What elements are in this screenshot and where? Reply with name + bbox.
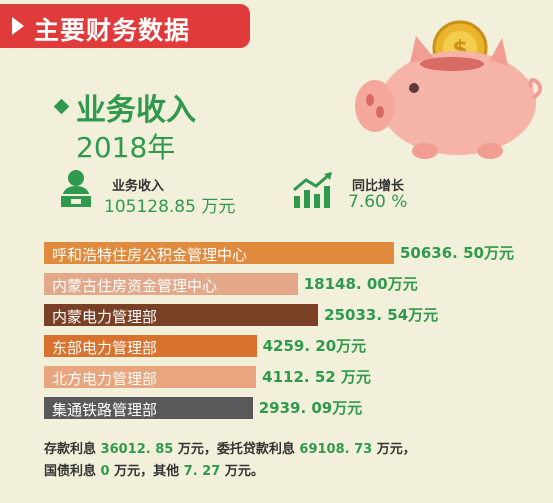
footer-text: 万元，委托贷款利息 [177,442,295,457]
bar-value-label: 4112. 52 万元 [262,368,371,386]
footer-number: 36012. 85 [100,442,174,457]
footer-text: 存款利息 [44,442,97,457]
bar-value-label: 25033. 54万元 [324,306,439,324]
section-header: 主要财务数据 [0,4,250,48]
footer-number: 7. 27 [183,464,221,479]
chart-bar: 内蒙电力管理部 [44,304,319,326]
chart-bar: 东部电力管理部 [44,335,257,357]
chart-bar: 北方电力管理部 [44,366,257,388]
growth-value: 7.60 % [348,192,408,212]
diamond-icon [53,98,70,115]
growth-chart-icon [293,172,332,208]
chart-bar: 呼和浩特住房公积金管理中心 [44,242,394,264]
bar-value-label: 50636. 50万元 [400,244,514,262]
chart-bar: 集通铁路管理部 [44,397,253,419]
footer-number: 0 [100,464,110,479]
footer-text: 国债利息 [44,464,97,479]
income-value: 105128.85 万元 [104,197,236,217]
person-laptop-icon [59,170,93,209]
piggy-bank-icon: $ [355,20,543,159]
bar-category-label: 呼和浩特住房公积金管理中心 [52,246,248,264]
footer-text: 万元。 [224,464,264,479]
bar-value-label: 18148. 00万元 [303,275,418,293]
footer-line-1: 存款利息 36012. 85 万元，委托贷款利息 69108. 73 万元， [44,438,416,457]
footer-number: 69108. 73 [299,442,373,457]
header-title: 主要财务数据 [34,16,191,45]
bar-category-label: 集通铁路管理部 [52,401,158,419]
income-label: 业务收入 [112,179,165,194]
footer-text: 万元，其他 [114,464,180,479]
footer-line-2: 国债利息 0 万元，其他 7. 27 万元。 [44,460,264,479]
bar-category-label: 内蒙电力管理部 [52,308,158,326]
bar-category-label: 东部电力管理部 [52,339,158,357]
arrow-icon [12,17,24,35]
bar-category-label: 北方电力管理部 [52,370,158,388]
year-label: 2018年 [76,131,176,164]
footer-text: 万元， [376,442,416,457]
bar-category-label: 内蒙古住房资金管理中心 [52,277,218,295]
chart-bar: 内蒙古住房资金管理中心 [44,273,298,295]
bar-value-label: 4259. 20万元 [262,337,367,355]
growth-label: 同比增长 [352,179,405,194]
bar-value-label: 2939. 09万元 [258,399,363,417]
section-title: 业务收入 [76,93,196,128]
